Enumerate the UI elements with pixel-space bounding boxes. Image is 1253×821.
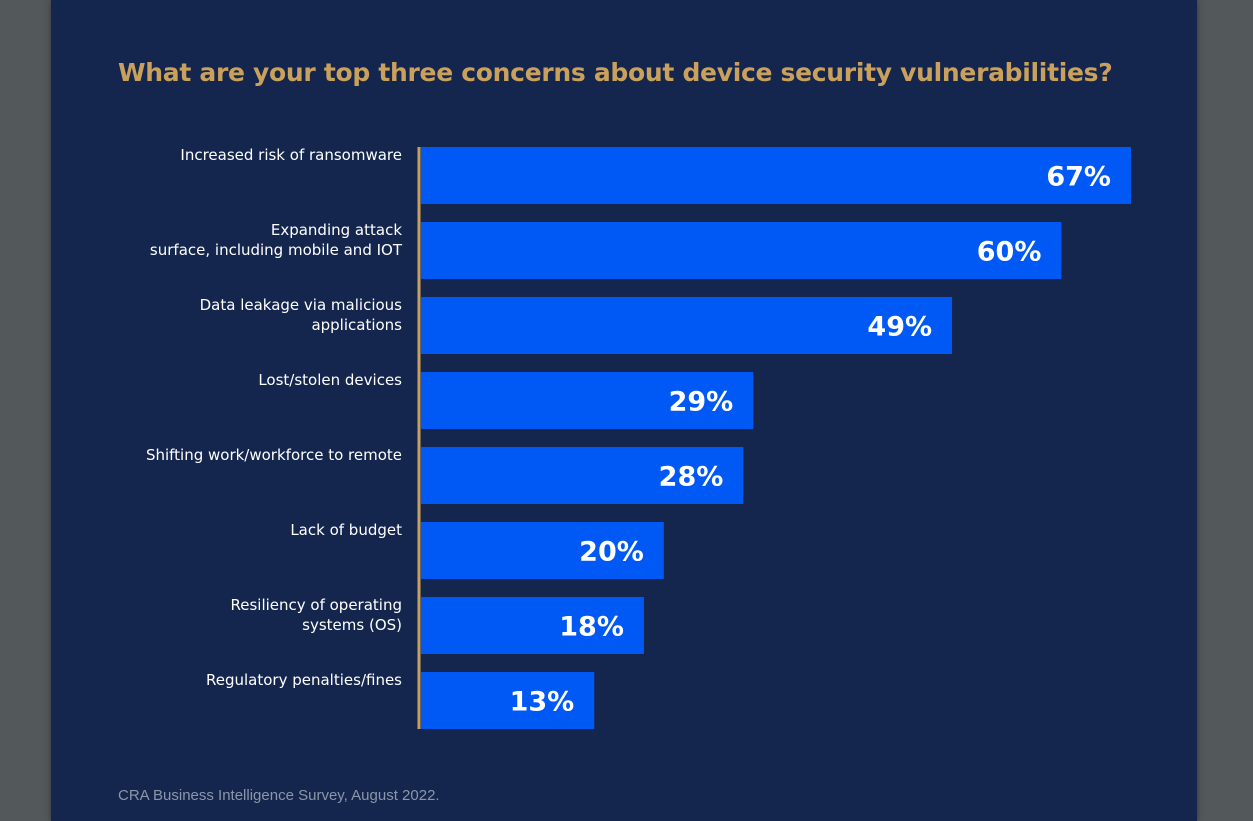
data-label: 18%: [559, 612, 624, 643]
bar: [421, 147, 1131, 204]
data-label: 20%: [579, 537, 644, 568]
data-label: 60%: [977, 237, 1042, 268]
chart-source: CRA Business Intelligence Survey, August…: [118, 787, 440, 804]
category-label: Data leakage via malicious: [200, 296, 403, 314]
category-label: Resiliency of operating: [230, 596, 402, 614]
bar: [421, 372, 754, 429]
data-label: 49%: [867, 312, 932, 343]
category-label: applications: [311, 316, 402, 334]
data-label: 28%: [659, 462, 724, 493]
category-label: Regulatory penalties/fines: [206, 671, 402, 689]
category-label: Increased risk of ransomware: [180, 146, 402, 164]
data-label: 67%: [1046, 162, 1111, 193]
data-label: 13%: [510, 687, 575, 718]
chart-title: What are your top three concerns about d…: [118, 58, 1113, 87]
bar: [421, 297, 953, 354]
category-label: Shifting work/workforce to remote: [146, 446, 402, 464]
bar: [421, 522, 664, 579]
category-label: Lost/stolen devices: [258, 371, 402, 389]
category-label: Expanding attack: [271, 221, 402, 239]
bar: [421, 672, 595, 729]
bar: [421, 447, 744, 504]
data-label: 29%: [669, 387, 734, 418]
bar: [421, 222, 1062, 279]
bar: [421, 597, 644, 654]
category-label: systems (OS): [302, 616, 402, 634]
category-label: Lack of budget: [290, 521, 402, 539]
category-label: surface, including mobile and IOT: [150, 241, 403, 259]
